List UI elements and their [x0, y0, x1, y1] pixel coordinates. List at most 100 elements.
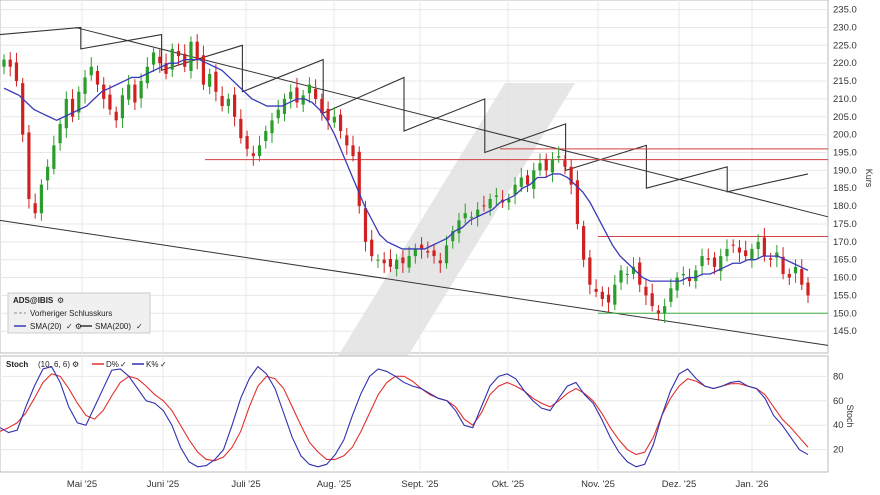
candle-body	[382, 259, 386, 264]
candle-body	[257, 145, 262, 157]
candle-body	[251, 153, 255, 157]
candle-body	[675, 277, 679, 291]
candle-body	[208, 73, 212, 87]
candle-body	[239, 118, 243, 139]
candle-body	[463, 213, 467, 219]
x-tick-label: Dez. '25	[662, 479, 697, 490]
stoch-tick-label: 40	[833, 420, 844, 431]
stoch-k-toggle[interactable]: ✓	[160, 360, 167, 369]
candle-body	[750, 248, 754, 261]
candle-body	[725, 248, 729, 257]
stoch-D-line	[0, 373, 809, 462]
candle-body	[650, 293, 654, 307]
candle-body	[719, 256, 723, 272]
candle-body	[33, 203, 37, 214]
legend-prev-close: Vorheriger Schlusskurs	[30, 309, 112, 318]
sma20-line	[3, 58, 809, 282]
candle-body	[133, 84, 137, 103]
candle-body	[363, 208, 368, 242]
candle-body	[557, 156, 561, 158]
sma200-settings-icon[interactable]: ✓	[136, 322, 143, 331]
sma200-line	[0, 26, 809, 193]
price-tick-label: 185.0	[833, 183, 857, 194]
sma20-path	[3, 58, 809, 282]
candle-body	[538, 163, 542, 171]
price-tick-label: 160.0	[833, 273, 857, 284]
candle-body	[669, 288, 673, 302]
candle-body	[426, 251, 430, 253]
legend-symbol: ADS@IBIS	[13, 296, 54, 305]
trend-lines	[0, 26, 829, 346]
stoch-d-toggle[interactable]: ✓	[120, 360, 127, 369]
candle-body	[457, 220, 461, 234]
candle-body	[376, 259, 380, 261]
stoch-params-icon[interactable]: ⚙	[72, 360, 79, 369]
candle-body	[345, 135, 349, 146]
candle-body	[8, 59, 12, 67]
candle-body	[762, 237, 766, 257]
candle-body	[793, 266, 798, 274]
legend: ADS@IBIS ⚙ Vorheriger Schlusskurs SMA(20…	[7, 292, 151, 334]
candle-body	[46, 166, 50, 181]
candle-body	[220, 96, 224, 107]
candle-body	[21, 83, 25, 135]
price-tick-label: 220.0	[833, 58, 857, 69]
stoch-tick-label: 60	[833, 396, 844, 407]
candle-body	[469, 216, 474, 218]
legend-sma20: SMA(20)	[30, 322, 62, 331]
candle-body	[388, 258, 393, 267]
candle-body	[419, 244, 424, 249]
candle-body	[245, 136, 249, 149]
candle-body	[164, 63, 168, 74]
stoch-legend: Stoch (10, 6, 6) ⚙ D% ✓ K% ✓	[6, 360, 167, 369]
candle-body	[89, 66, 93, 76]
price-axis-title: Kurs	[864, 169, 874, 188]
candle-body	[737, 247, 742, 253]
sma20-settings-icon[interactable]: ✓ ⚙	[66, 322, 82, 331]
stoch-k-label: K%	[146, 360, 158, 369]
x-tick-label: Okt. '25	[492, 479, 524, 490]
candle-body	[787, 273, 791, 278]
price-tick-label: 200.0	[833, 130, 857, 141]
candle-body	[95, 71, 100, 85]
stoch-y-axis: 20 40 60 80	[833, 371, 844, 455]
price-tick-label: 170.0	[833, 237, 857, 248]
candle-body	[233, 94, 237, 117]
candle-body	[151, 52, 156, 65]
candle-body	[625, 273, 629, 275]
watermark-logo	[305, 83, 575, 410]
candle-body	[139, 81, 143, 99]
legend-gear-icon[interactable]: ⚙	[57, 296, 64, 305]
candle-body	[550, 159, 555, 173]
legend-sma200: SMA(200)	[95, 322, 131, 331]
candle-body	[687, 278, 692, 282]
trend-line	[0, 219, 829, 346]
candle-body	[594, 288, 598, 292]
x-tick-label: Juni '25	[147, 479, 179, 490]
candle-body	[39, 184, 43, 214]
candle-body	[731, 244, 735, 246]
candle-body	[631, 266, 636, 274]
trend-line	[75, 26, 829, 218]
candle-body	[320, 98, 324, 114]
price-y-axis: 145.0 150.0 155.0 160.0 165.0 170.0 175.0 180.0…	[833, 5, 857, 338]
candle-body	[712, 257, 717, 267]
candle-body	[127, 84, 131, 100]
candle-body	[201, 55, 206, 85]
candle-body	[544, 158, 548, 171]
stoch-axis-title: Stoch	[845, 404, 855, 427]
price-tick-label: 215.0	[833, 76, 857, 87]
stoch-lines	[0, 365, 809, 468]
candle-body	[569, 166, 573, 185]
candle-body	[195, 41, 199, 60]
x-tick-label: Juli '25	[231, 479, 260, 490]
candle-body	[769, 258, 773, 260]
candle-body	[700, 256, 704, 267]
price-tick-label: 235.0	[833, 5, 857, 16]
candle-body	[656, 310, 661, 314]
candle-body	[145, 66, 149, 84]
candle-body	[600, 291, 604, 299]
price-tick-label: 145.0	[833, 326, 857, 337]
candle-body	[563, 160, 567, 167]
x-axis-labels: Mai '25 Juni '25 Juli '25 Aug. '25 Sept. '25…	[67, 479, 769, 490]
